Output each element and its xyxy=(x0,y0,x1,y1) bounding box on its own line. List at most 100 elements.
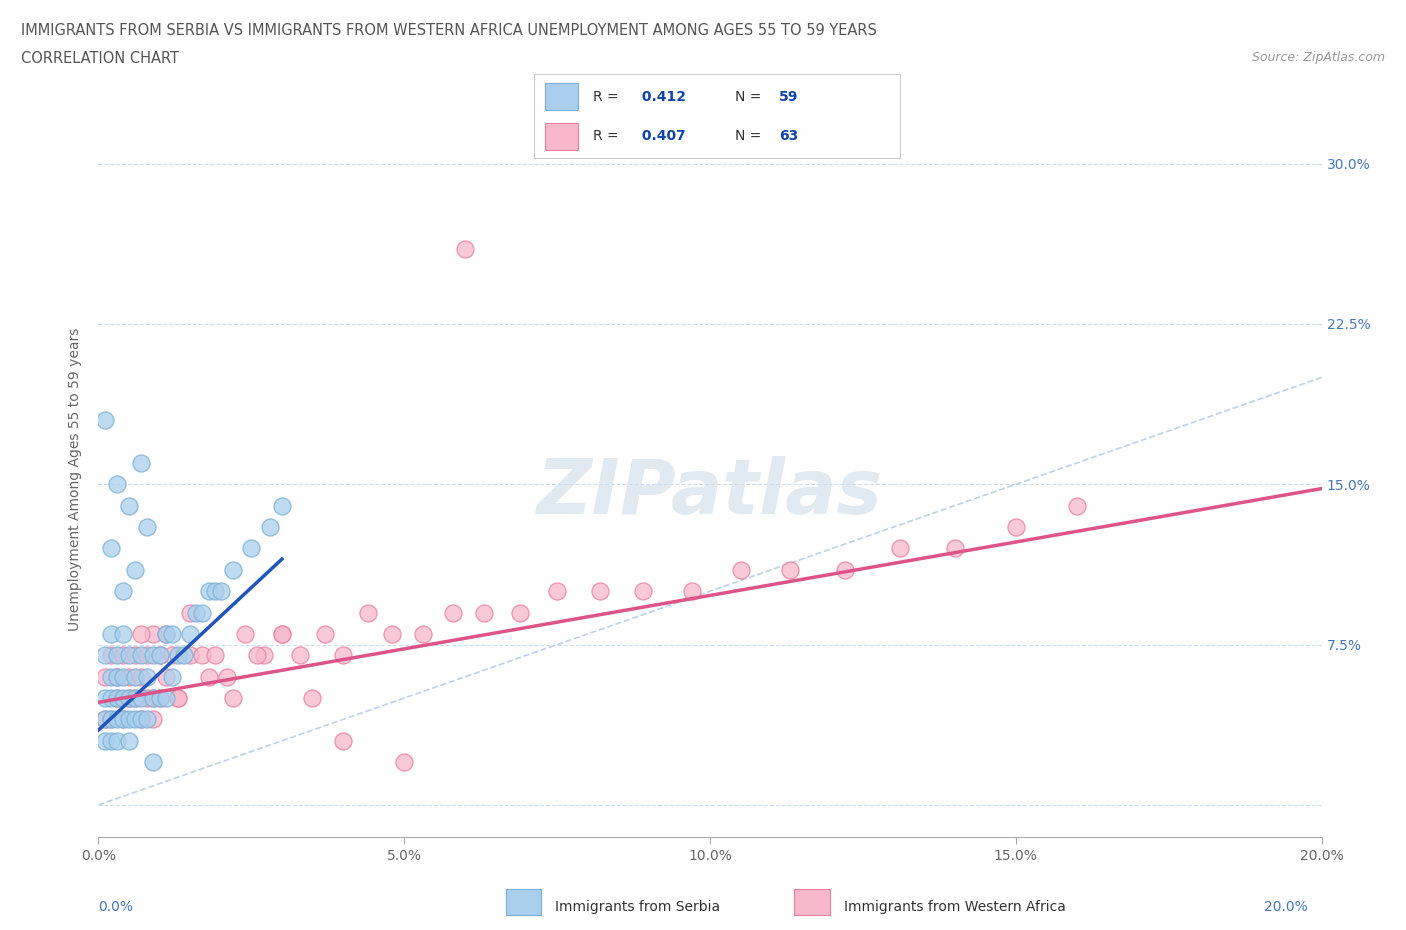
Point xyxy=(111,648,134,663)
Text: 20.0%: 20.0% xyxy=(1264,899,1308,914)
Point xyxy=(100,670,122,684)
Point xyxy=(1004,520,1026,535)
Point xyxy=(93,712,115,727)
Point xyxy=(834,563,856,578)
Text: N =: N = xyxy=(735,129,766,143)
Point xyxy=(186,605,208,620)
Point xyxy=(179,648,201,663)
Point xyxy=(100,734,122,749)
Point xyxy=(105,691,128,706)
Point xyxy=(124,712,146,727)
Point xyxy=(129,627,152,642)
Point xyxy=(173,648,195,663)
Point xyxy=(111,691,134,706)
Point xyxy=(222,563,245,578)
Point xyxy=(129,691,152,706)
Point xyxy=(392,755,416,770)
Text: R =: R = xyxy=(593,129,623,143)
Point xyxy=(472,605,495,620)
Point xyxy=(142,691,165,706)
Text: Source: ZipAtlas.com: Source: ZipAtlas.com xyxy=(1251,51,1385,64)
Point xyxy=(100,691,122,706)
Point xyxy=(105,691,128,706)
Point xyxy=(93,691,115,706)
Point xyxy=(943,541,966,556)
Text: 0.407: 0.407 xyxy=(637,129,685,143)
Text: Immigrants from Western Africa: Immigrants from Western Africa xyxy=(844,899,1066,914)
Text: 0.0%: 0.0% xyxy=(98,899,134,914)
Point xyxy=(100,627,122,642)
Point xyxy=(93,413,115,428)
Point xyxy=(179,605,201,620)
Point xyxy=(301,691,323,706)
Point xyxy=(160,670,183,684)
Point xyxy=(93,648,115,663)
Point xyxy=(118,498,141,513)
Point xyxy=(118,691,141,706)
Point xyxy=(142,627,165,642)
Point xyxy=(191,648,214,663)
Text: Immigrants from Serbia: Immigrants from Serbia xyxy=(555,899,720,914)
Text: ZIPatlas: ZIPatlas xyxy=(537,457,883,530)
Point xyxy=(631,584,654,599)
Point xyxy=(197,584,219,599)
Point xyxy=(314,627,336,642)
Point xyxy=(136,520,159,535)
Point xyxy=(149,691,172,706)
Point xyxy=(105,734,128,749)
Point xyxy=(252,648,274,663)
Point xyxy=(167,648,190,663)
Point xyxy=(124,563,146,578)
Point xyxy=(93,670,115,684)
Point xyxy=(142,648,165,663)
Point xyxy=(118,712,141,727)
Text: IMMIGRANTS FROM SERBIA VS IMMIGRANTS FROM WESTERN AFRICA UNEMPLOYMENT AMONG AGES: IMMIGRANTS FROM SERBIA VS IMMIGRANTS FRO… xyxy=(21,23,877,38)
Point xyxy=(160,648,183,663)
Point xyxy=(454,242,477,257)
Y-axis label: Unemployment Among Ages 55 to 59 years: Unemployment Among Ages 55 to 59 years xyxy=(69,327,83,631)
Point xyxy=(730,563,752,578)
Point xyxy=(100,712,122,727)
Text: 63: 63 xyxy=(779,129,799,143)
Point xyxy=(129,648,152,663)
Point xyxy=(681,584,703,599)
Point xyxy=(589,584,612,599)
Point xyxy=(124,648,146,663)
Point xyxy=(124,670,146,684)
Point xyxy=(259,520,281,535)
Point xyxy=(124,691,146,706)
Point xyxy=(136,712,159,727)
Bar xyxy=(546,123,578,150)
Point xyxy=(356,605,378,620)
Point xyxy=(100,648,122,663)
Point xyxy=(270,627,292,642)
Point xyxy=(100,541,122,556)
Point xyxy=(136,648,159,663)
Point xyxy=(129,456,152,471)
Point xyxy=(332,648,354,663)
Point xyxy=(155,670,177,684)
Point xyxy=(142,755,165,770)
Point xyxy=(381,627,404,642)
Point xyxy=(246,648,269,663)
Point xyxy=(93,712,115,727)
Point xyxy=(118,734,141,749)
Point xyxy=(889,541,911,556)
Text: R =: R = xyxy=(593,90,623,104)
Point xyxy=(111,712,134,727)
Point xyxy=(149,648,172,663)
Point xyxy=(233,627,256,642)
Point xyxy=(290,648,312,663)
Point xyxy=(105,670,128,684)
Point xyxy=(142,712,165,727)
Point xyxy=(149,648,172,663)
Point xyxy=(509,605,531,620)
Point xyxy=(215,670,238,684)
Point xyxy=(167,691,190,706)
Point xyxy=(105,648,128,663)
Point xyxy=(270,498,292,513)
Point xyxy=(118,691,141,706)
Point xyxy=(160,627,183,642)
Point xyxy=(111,584,134,599)
Point xyxy=(105,670,128,684)
